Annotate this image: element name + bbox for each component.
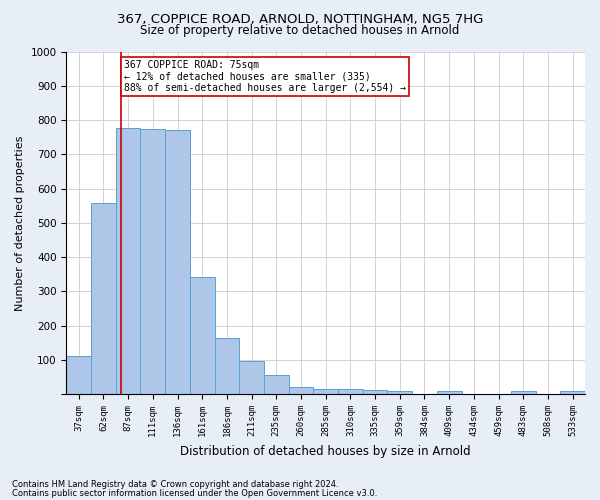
Bar — [289, 388, 313, 394]
Bar — [239, 360, 264, 394]
Y-axis label: Number of detached properties: Number of detached properties — [15, 135, 25, 310]
Bar — [165, 130, 190, 394]
Text: Contains HM Land Registry data © Crown copyright and database right 2024.: Contains HM Land Registry data © Crown c… — [12, 480, 338, 489]
Bar — [190, 276, 215, 394]
X-axis label: Distribution of detached houses by size in Arnold: Distribution of detached houses by size … — [181, 444, 471, 458]
Bar — [116, 128, 140, 394]
Text: Size of property relative to detached houses in Arnold: Size of property relative to detached ho… — [140, 24, 460, 37]
Text: 367 COPPICE ROAD: 75sqm
← 12% of detached houses are smaller (335)
88% of semi-d: 367 COPPICE ROAD: 75sqm ← 12% of detache… — [124, 60, 406, 94]
Bar — [363, 390, 388, 394]
Bar — [91, 203, 116, 394]
Bar — [313, 389, 338, 394]
Bar — [338, 389, 363, 394]
Bar — [560, 391, 585, 394]
Bar — [67, 356, 91, 394]
Bar — [437, 391, 461, 394]
Text: Contains public sector information licensed under the Open Government Licence v3: Contains public sector information licen… — [12, 490, 377, 498]
Text: 367, COPPICE ROAD, ARNOLD, NOTTINGHAM, NG5 7HG: 367, COPPICE ROAD, ARNOLD, NOTTINGHAM, N… — [117, 12, 483, 26]
Bar — [140, 128, 165, 394]
Bar — [215, 338, 239, 394]
Bar — [511, 391, 536, 394]
Bar — [264, 376, 289, 394]
Bar — [388, 391, 412, 394]
